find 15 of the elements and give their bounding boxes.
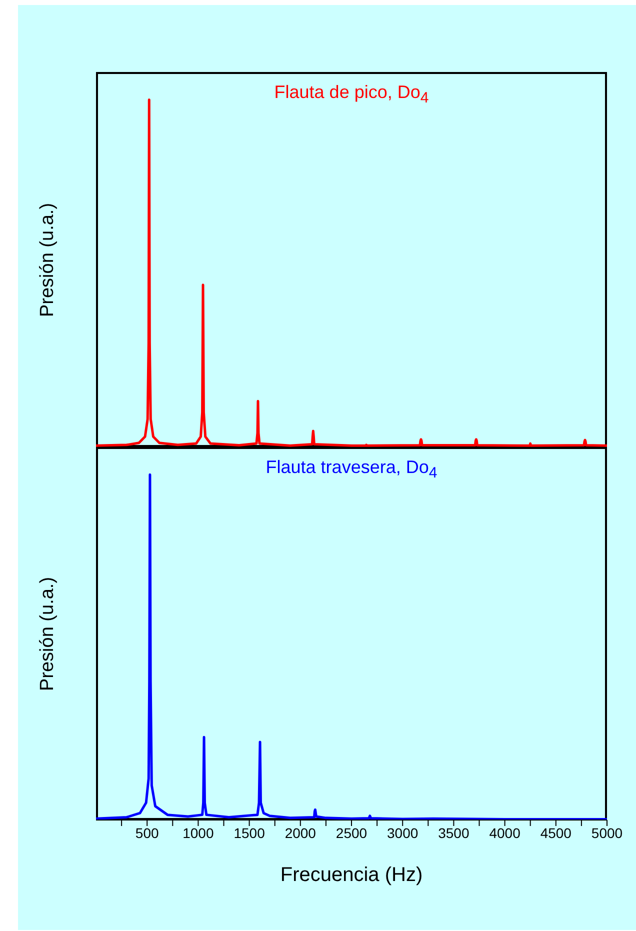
x-tick-label: 1500 [234, 824, 266, 841]
y-axis-title: Presión (u.a.) [37, 202, 59, 317]
x-tick-label: 3000 [387, 824, 418, 841]
x-tick-label: 2500 [336, 824, 368, 841]
y-axis-title: Presión (u.a.) [37, 576, 59, 691]
x-tick-label: 2000 [284, 824, 316, 841]
chart-title: Flauta travesera, Do$_{4}$ [264, 457, 438, 482]
x-tick-label: 500 [135, 824, 159, 841]
x-tick-label: 4000 [489, 824, 521, 841]
x-axis-title: Frecuencia (Hz) [279, 864, 424, 887]
x-tick-label: 5000 [591, 824, 623, 841]
x-tick-label: 3500 [438, 824, 470, 841]
chart-title: Flauta de pico, Do$_{4}$ [273, 82, 430, 107]
x-tick-label: 1000 [182, 824, 214, 841]
x-tick-label: 4500 [540, 824, 572, 841]
